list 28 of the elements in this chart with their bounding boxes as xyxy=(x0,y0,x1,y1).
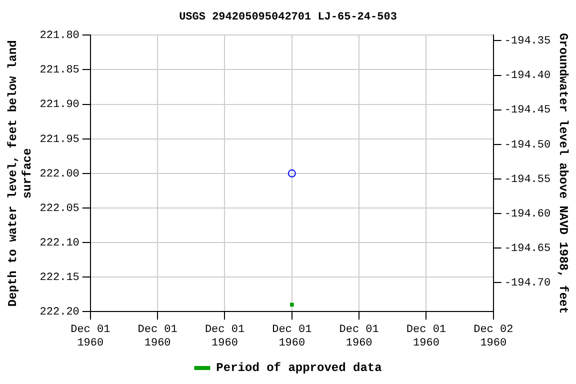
x-tick-label: Dec 01 1960 xyxy=(406,324,446,350)
y-tick-label: 221.95 xyxy=(40,134,80,146)
y2-tick-label: -194.60 xyxy=(504,208,551,220)
legend-label: Period of approved data xyxy=(216,361,382,376)
y2-tick-label: -194.35 xyxy=(504,36,551,48)
y-tick-label: 222.05 xyxy=(40,202,80,215)
y-tick-label: 221.80 xyxy=(40,30,80,42)
x-tick-label: Dec 01 1960 xyxy=(138,324,178,350)
y2-tick-label: -194.50 xyxy=(504,139,551,152)
y-tick-label: 222.00 xyxy=(40,168,80,180)
y-tick-label: 222.15 xyxy=(40,272,80,284)
y-tick-label: 221.85 xyxy=(40,64,80,77)
x-tick-label: Dec 01 1960 xyxy=(272,324,312,350)
y-tick-label: 221.90 xyxy=(40,99,80,112)
y2-tick-label: -194.55 xyxy=(504,174,551,186)
y2-tick-label: -194.40 xyxy=(504,70,551,82)
x-tick-label: Dec 01 1960 xyxy=(339,324,380,350)
x-tick-label: Dec 01 1960 xyxy=(70,324,111,350)
y-tick-label: 222.20 xyxy=(40,306,80,319)
chart-title: USGS 294205095042701 LJ-65-24-503 xyxy=(179,11,398,24)
y2-tick-label: -194.65 xyxy=(504,242,551,255)
y2-tick-label: -194.70 xyxy=(504,277,551,290)
y-axis-title: Depth to water level, feet below land surface xyxy=(6,40,35,307)
y2-tick-label: -194.45 xyxy=(504,104,551,117)
x-tick-label: Dec 02 1960 xyxy=(474,324,514,350)
x-tick-label: Dec 01 1960 xyxy=(204,324,245,350)
y2-axis-title: Groundwater level above NAVD 1988, feet xyxy=(556,32,570,314)
y-tick-label: 222.10 xyxy=(40,237,80,250)
